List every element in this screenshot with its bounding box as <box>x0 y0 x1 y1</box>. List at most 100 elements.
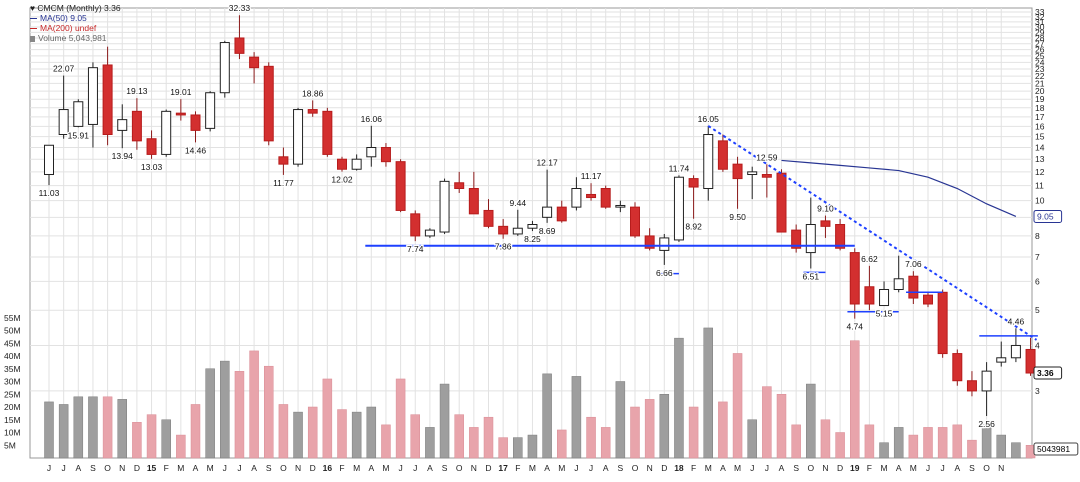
volume-bar <box>806 383 816 459</box>
volume-bar <box>249 350 259 459</box>
candle-body <box>996 357 1007 363</box>
month-label: S <box>266 463 272 473</box>
legend-ma200: MA(200) undef <box>30 23 121 33</box>
candle-body <box>732 163 743 180</box>
month-label: A <box>544 463 550 473</box>
month-label: 16 <box>323 463 333 473</box>
price-annotation: 12.02 <box>331 175 353 185</box>
candle-body <box>380 146 391 163</box>
month-label: 19 <box>850 463 860 473</box>
month-label: J <box>47 463 51 473</box>
legend-ma200-text: MA(200) undef <box>40 23 97 33</box>
volume-bar <box>776 394 787 459</box>
candle-body <box>439 180 450 233</box>
month-label: M <box>734 463 741 473</box>
price-annotation: 11.74 <box>669 163 690 173</box>
volume-bar <box>234 371 245 459</box>
candle-body <box>366 146 377 158</box>
month-label: O <box>456 463 463 473</box>
month-label: M <box>207 463 214 473</box>
volume-bar <box>674 337 684 459</box>
month-label: N <box>998 463 1004 473</box>
candle-body <box>791 229 802 249</box>
volume-bar <box>278 404 289 459</box>
candle-body <box>190 114 201 131</box>
month-label: N <box>295 463 301 473</box>
price-tick-label: 17 <box>1035 112 1045 122</box>
price-tick-label: 15 <box>1035 132 1045 142</box>
month-label: J <box>765 463 769 473</box>
last-price-tag: 3.36 <box>1037 368 1054 378</box>
price-annotation: 32.33 <box>229 3 251 13</box>
volume-bar <box>58 404 69 459</box>
month-label: 17 <box>498 463 508 473</box>
volume-bar <box>571 376 582 459</box>
month-label: D <box>837 463 843 473</box>
price-tick-label: 3 <box>1035 386 1040 396</box>
price-annotation: 22.07 <box>53 64 75 74</box>
price-annotation: 7.86 <box>495 242 512 252</box>
month-label: M <box>881 463 888 473</box>
price-tick-label: 13 <box>1035 154 1045 164</box>
month-label: N <box>471 463 477 473</box>
volume-bar <box>322 378 333 459</box>
volume-bar <box>542 373 552 459</box>
volume-bar <box>337 409 347 459</box>
volume-bar <box>835 432 845 459</box>
candle-body <box>249 56 260 69</box>
month-label: J <box>398 463 402 473</box>
price-annotation: 6.51 <box>803 272 820 282</box>
volume-bar <box>586 416 596 459</box>
price-tick-label: 32 <box>1035 12 1045 22</box>
volume-bar <box>981 424 992 459</box>
volume-bar <box>102 396 113 459</box>
volume-bar <box>747 419 757 459</box>
month-label: J <box>413 463 417 473</box>
price-annotation: 16.05 <box>698 114 720 124</box>
price-annotation: 12.17 <box>536 158 558 168</box>
volume-bar <box>425 427 435 459</box>
month-label: O <box>104 463 111 473</box>
candle-body <box>717 140 728 170</box>
volume-bar <box>1011 442 1021 459</box>
candle-body <box>556 206 567 222</box>
legend-volume: Volume 5,043,981 <box>30 33 121 43</box>
price-tick-label: 28 <box>1035 33 1045 43</box>
candle-body <box>219 42 230 94</box>
candle-body <box>937 291 948 355</box>
month-label: F <box>691 463 696 473</box>
month-label: S <box>90 463 96 473</box>
candle-body <box>322 110 333 155</box>
price-tick-label: 22 <box>1035 71 1045 81</box>
candle-body <box>600 188 611 208</box>
volume-bar <box>996 434 1006 459</box>
candle-body <box>58 109 69 136</box>
month-label: 18 <box>674 463 684 473</box>
volume-bar <box>307 406 318 459</box>
candle-body <box>527 224 538 229</box>
price-annotation: 19.13 <box>126 86 148 96</box>
legend-title-text: CMCM (Monthly) 3.36 <box>37 3 121 13</box>
candle-body <box>673 176 684 241</box>
volume-bar <box>908 434 919 459</box>
volume-bar <box>630 406 640 459</box>
volume-tick-label: 25M <box>4 389 21 399</box>
price-annotation: 9.44 <box>510 198 527 208</box>
chart-legend: ♥ CMCM (Monthly) 3.36 MA(50) 9.05 MA(200… <box>30 3 121 43</box>
price-tick-label: 14 <box>1035 142 1045 152</box>
volume-bar <box>176 434 186 459</box>
price-tick-label: 16 <box>1035 121 1045 131</box>
volume-bar <box>791 424 801 459</box>
price-annotation: 6.66 <box>656 268 673 278</box>
candle-body <box>131 110 142 142</box>
price-tick-label: 20 <box>1035 86 1045 96</box>
price-annotation: 18.86 <box>302 88 324 98</box>
month-label: O <box>632 463 639 473</box>
volume-bar <box>73 396 84 459</box>
month-label: J <box>926 463 930 473</box>
volume-bar <box>146 414 157 459</box>
volume-bar <box>937 427 948 459</box>
candle-body <box>542 206 553 218</box>
legend-ma50-text: MA(50) 9.05 <box>40 13 87 23</box>
